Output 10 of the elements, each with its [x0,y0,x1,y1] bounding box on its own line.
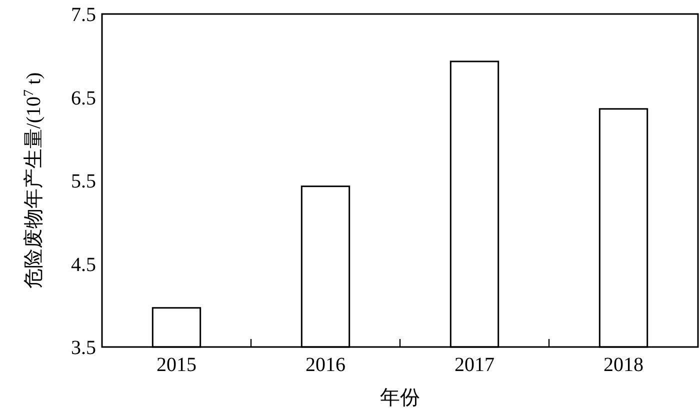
x-tick-label: 2017 [454,354,494,376]
y-tick-label: 7.5 [71,4,96,26]
x-tick-label: 2016 [306,354,346,376]
x-tick-label: 2018 [604,354,644,376]
y-tick-label: 5.5 [71,170,96,192]
y-tick-label: 3.5 [71,337,96,359]
y-tick-label: 6.5 [71,87,96,110]
y-tick-label: 4.5 [71,254,96,276]
x-tick-label: 2015 [156,354,196,376]
x-axis-title: 年份 [380,387,420,409]
